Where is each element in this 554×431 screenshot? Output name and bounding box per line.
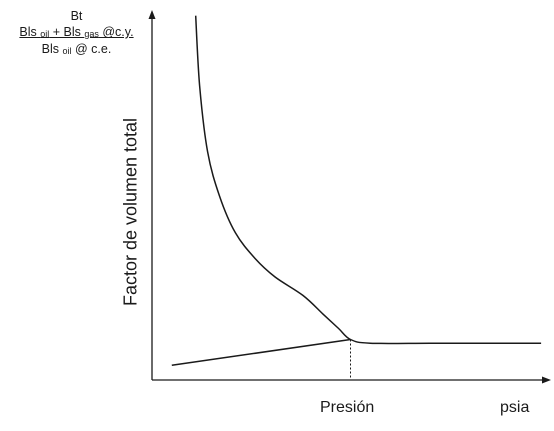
x-axis-title: Presión [320, 399, 375, 416]
y-axis-title: Factor de volumen total [120, 117, 141, 307]
unit-denominator: Bls oil @ c.e. [41, 41, 112, 56]
unit-title: Bt [70, 9, 83, 23]
y-axis-arrowhead [148, 10, 156, 19]
series-line-2 [171, 338, 351, 367]
y-unit-expression: Bt Bls oil + Bls gas @c.y. Bls oil @ c.e… [4, 8, 149, 58]
series-line-1 [194, 15, 542, 345]
x-axis-unit: psia [500, 399, 530, 416]
x-axis-arrowhead [542, 376, 551, 384]
unit-numerator: Bls oil + Bls gas @c.y. [19, 25, 134, 40]
